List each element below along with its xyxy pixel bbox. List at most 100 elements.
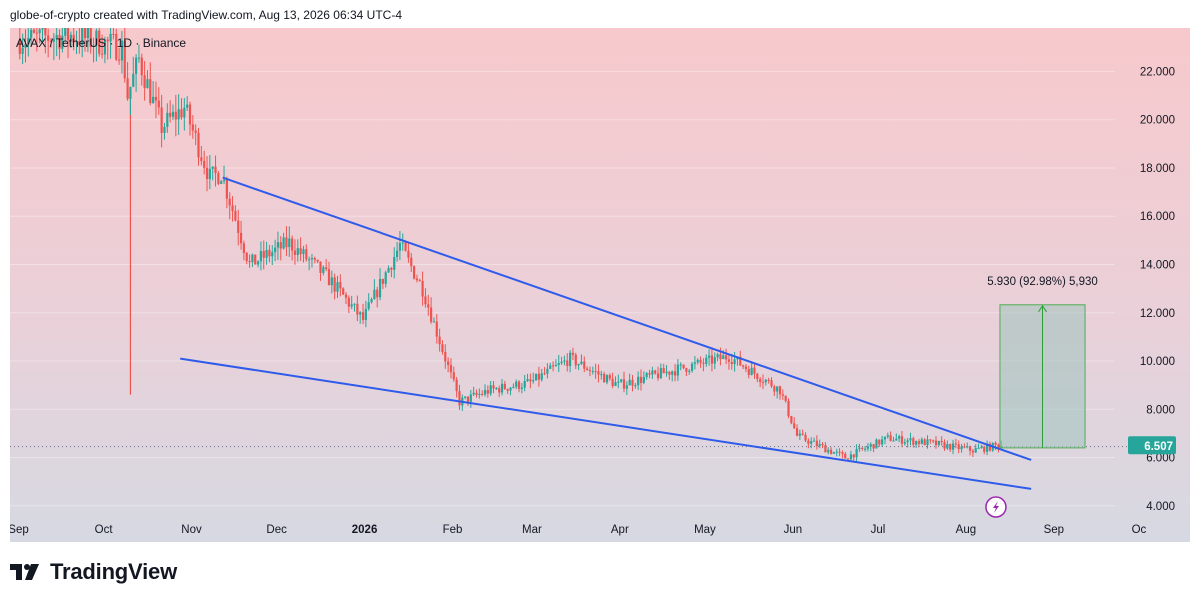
candle <box>537 366 540 387</box>
candle-body <box>395 250 399 257</box>
candle-body <box>30 29 33 38</box>
candle-body <box>100 53 104 55</box>
candle <box>310 253 314 268</box>
candle-body <box>639 376 643 383</box>
price-chart[interactable]: 5.930 (92.98%) 5,930 22.000 20.000 18.000 1… <box>10 28 1190 542</box>
candle <box>234 205 237 222</box>
candle-body <box>801 433 804 435</box>
candle <box>583 356 586 373</box>
candle <box>157 87 160 115</box>
candle <box>898 434 901 443</box>
candle <box>455 376 458 398</box>
candle <box>971 448 974 458</box>
candle <box>608 373 611 381</box>
candle <box>115 28 118 62</box>
candle <box>438 328 441 352</box>
lower-trendline[interactable] <box>180 357 1032 490</box>
upper-trendline[interactable] <box>222 176 1032 461</box>
candle-body <box>846 458 850 460</box>
trendlines[interactable] <box>180 176 1032 490</box>
candle-body <box>359 312 362 315</box>
candle <box>937 440 940 446</box>
candle-body <box>305 249 308 260</box>
candle <box>117 47 121 65</box>
candle <box>849 450 853 461</box>
candle-body <box>469 394 472 402</box>
candle <box>574 352 577 370</box>
candle <box>231 196 234 222</box>
candle-body <box>327 269 331 286</box>
candle-body <box>949 444 952 450</box>
candle-body <box>682 364 685 369</box>
candle <box>483 384 487 397</box>
candle-body <box>727 359 731 362</box>
candle-body <box>920 439 923 444</box>
candle <box>273 239 277 262</box>
candle-body <box>106 39 109 42</box>
candle-body <box>319 261 322 273</box>
candle <box>174 94 177 137</box>
candle <box>106 36 109 60</box>
candle-body <box>44 28 47 36</box>
candle-body <box>259 250 263 262</box>
chart-area[interactable]: 5.930 (92.98%) 5,930 22.000 20.000 18.000 1… <box>10 28 1190 542</box>
candle-body <box>892 440 895 442</box>
symbol-label: AVAX / TetherUS · 1D · Binance <box>16 36 187 50</box>
candle <box>245 251 248 265</box>
candle-body <box>342 288 345 295</box>
candle-body <box>863 448 867 450</box>
candle <box>699 356 702 368</box>
candle <box>946 440 949 450</box>
candle <box>203 150 206 175</box>
y-tick-label: 20.000 <box>1140 115 1175 127</box>
lightning-icon[interactable] <box>985 496 1007 518</box>
candle-body <box>878 439 881 445</box>
candle <box>401 233 404 251</box>
candle <box>140 53 143 86</box>
candle <box>523 374 526 392</box>
candle-body <box>285 237 288 248</box>
candle-body <box>498 388 501 393</box>
candle <box>239 220 243 250</box>
candle <box>447 357 450 373</box>
candle-body <box>722 355 725 360</box>
candle <box>95 28 98 62</box>
candle-body <box>222 179 226 182</box>
candle <box>149 62 152 106</box>
candle <box>807 438 810 449</box>
candle <box>515 379 518 390</box>
candle-body <box>95 30 98 46</box>
candle-body <box>271 252 274 257</box>
candle <box>398 231 402 261</box>
candle-body <box>466 396 470 402</box>
candle <box>963 443 966 449</box>
candle <box>957 440 960 454</box>
candle-body <box>248 261 251 263</box>
candle <box>696 358 699 365</box>
candle <box>960 443 963 453</box>
candle <box>492 380 495 394</box>
candle-body <box>455 379 458 392</box>
candle-body <box>273 247 277 253</box>
candle-body <box>580 361 583 365</box>
candle-body <box>157 100 160 108</box>
candle-body <box>759 379 762 382</box>
candle <box>256 260 260 268</box>
candle <box>665 365 668 377</box>
candle <box>673 364 677 382</box>
candle <box>486 385 489 398</box>
candle <box>713 352 716 370</box>
candle <box>929 439 932 444</box>
candle-body <box>966 446 969 448</box>
candle-body <box>152 96 155 104</box>
y-tick-label: 22.000 <box>1140 66 1175 78</box>
candle-body <box>549 365 552 369</box>
measure-tool[interactable]: 5.930 (92.98%) 5,930 <box>987 276 1098 449</box>
x-tick-label: Feb <box>443 524 463 536</box>
candle-body <box>458 391 461 406</box>
candle-body <box>166 112 169 127</box>
candle <box>747 365 750 379</box>
candle-body <box>551 365 555 367</box>
candle-body <box>220 181 223 184</box>
candle <box>685 367 688 377</box>
